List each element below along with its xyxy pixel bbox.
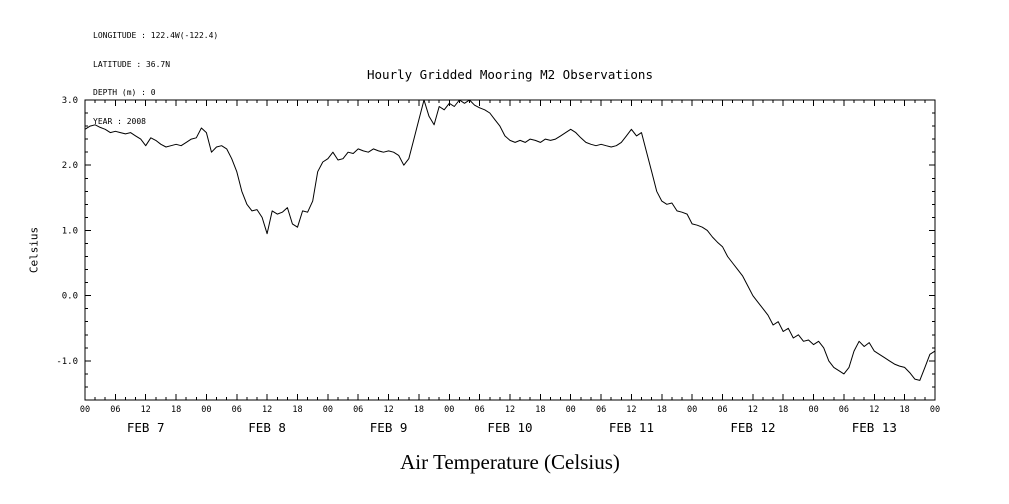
data-line [84, 99, 936, 381]
svg-text:18: 18 [292, 405, 302, 415]
svg-text:3.0: 3.0 [62, 96, 78, 106]
svg-text:12: 12 [383, 405, 393, 415]
metadata-block: LONGITUDE : 122.4W(-122.4) LATITUDE : 36… [93, 12, 218, 145]
svg-text:00: 00 [80, 405, 90, 415]
svg-text:FEB 7: FEB 7 [127, 420, 165, 435]
svg-text:00: 00 [444, 405, 454, 415]
svg-text:FEB 12: FEB 12 [730, 420, 775, 435]
svg-text:06: 06 [717, 405, 727, 415]
svg-text:FEB 11: FEB 11 [609, 420, 654, 435]
svg-text:-1.0: -1.0 [56, 357, 78, 367]
svg-text:12: 12 [626, 405, 636, 415]
svg-text:12: 12 [748, 405, 758, 415]
metadata-year: YEAR : 2008 [93, 116, 146, 126]
svg-text:00: 00 [808, 405, 818, 415]
svg-text:00: 00 [687, 405, 697, 415]
svg-text:06: 06 [110, 405, 120, 415]
svg-text:00: 00 [930, 405, 940, 415]
svg-text:06: 06 [232, 405, 242, 415]
svg-text:06: 06 [839, 405, 849, 415]
svg-text:06: 06 [596, 405, 606, 415]
svg-text:00: 00 [566, 405, 576, 415]
svg-text:12: 12 [869, 405, 879, 415]
svg-text:0.0: 0.0 [62, 292, 78, 302]
svg-text:18: 18 [899, 405, 909, 415]
axes-and-ticks [84, 99, 936, 401]
chart-title: Hourly Gridded Mooring M2 Observations [367, 67, 653, 82]
svg-text:2.0: 2.0 [62, 161, 78, 171]
svg-text:FEB 8: FEB 8 [248, 420, 286, 435]
svg-text:FEB 10: FEB 10 [487, 420, 532, 435]
svg-text:12: 12 [262, 405, 272, 415]
svg-text:00: 00 [323, 405, 333, 415]
svg-text:18: 18 [778, 405, 788, 415]
metadata-depth: DEPTH (m) : 0 [93, 88, 156, 97]
svg-text:1.0: 1.0 [62, 226, 78, 236]
svg-text:18: 18 [171, 405, 181, 415]
svg-text:FEB 13: FEB 13 [852, 420, 897, 435]
svg-text:18: 18 [657, 405, 667, 415]
tick-labels: 00 06 12 18 00 06 12 18 00 06 12 18 00 06 12 18 00 06 12 18… [56, 96, 940, 435]
svg-text:06: 06 [353, 405, 363, 415]
svg-text:12: 12 [141, 405, 151, 415]
svg-text:18: 18 [414, 405, 424, 415]
metadata-latitude: LATITUDE : 36.7N [93, 59, 171, 69]
svg-text:00: 00 [201, 405, 211, 415]
svg-text:12: 12 [505, 405, 515, 415]
metadata-longitude: LONGITUDE : 122.4W(-122.4) [93, 31, 219, 40]
svg-text:18: 18 [535, 405, 545, 415]
x-axis-title: Air Temperature (Celsius) [400, 450, 620, 474]
svg-text:FEB 9: FEB 9 [370, 420, 408, 435]
svg-text:06: 06 [474, 405, 484, 415]
